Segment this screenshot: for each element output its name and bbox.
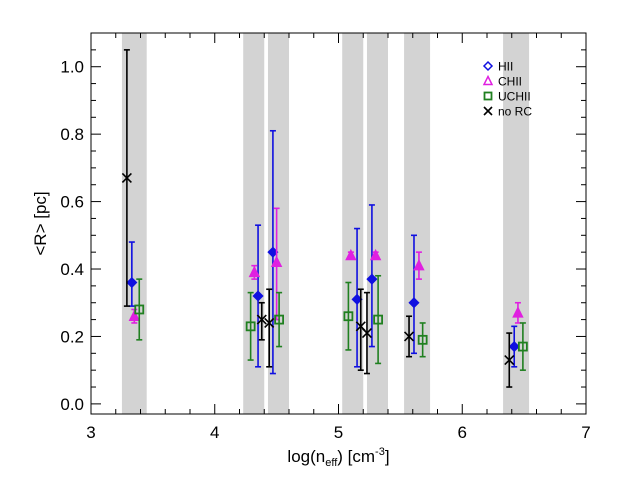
- shaded-bin-1: [121, 33, 147, 414]
- x-axis-ticks: 3 4 5 6 7: [86, 33, 591, 442]
- data-point-hii: [252, 290, 264, 302]
- y-tick-label: 0.6: [60, 193, 84, 212]
- shaded-bin-3: [267, 33, 289, 414]
- data-point-chii: [128, 309, 141, 321]
- x-tick-label: 7: [581, 423, 590, 442]
- data-point-uchii: [373, 314, 384, 325]
- shaded-bins: [121, 33, 530, 414]
- data-point-uchii: [134, 304, 145, 315]
- data-point-no-rc: [264, 317, 275, 329]
- shaded-bin-4: [342, 33, 364, 414]
- legend-marker-uchii: [483, 91, 493, 101]
- series-chii: [128, 207, 524, 324]
- data-point-hii: [366, 273, 378, 285]
- y-tick-label: 0.0: [60, 395, 84, 414]
- data-point-uchii: [517, 341, 528, 352]
- x-marker-stroke: [403, 331, 415, 342]
- y-axis-ticks: 0.0 0.2 0.4 0.6 0.8 1.0: [60, 32, 586, 414]
- data-point-no-rc: [256, 314, 267, 325]
- x-marker-stroke: [504, 354, 515, 366]
- legend-marker-hii: [482, 60, 494, 72]
- legend-label-no-rc: no RC: [498, 105, 532, 119]
- x-tick-label: 5: [334, 423, 343, 442]
- x-tick-label: 3: [86, 423, 95, 442]
- x-marker-stroke: [256, 314, 267, 325]
- y-tick-label: 0.8: [60, 125, 84, 144]
- y-tick-label: 0.4: [60, 260, 84, 279]
- x-marker-stroke: [121, 172, 132, 184]
- data-point-uchii: [274, 314, 285, 325]
- x-marker-stroke: [264, 317, 275, 329]
- x-marker-stroke: [361, 328, 373, 339]
- legend-label-chii: CHII: [498, 75, 522, 89]
- legend-marker-no-rc: [483, 106, 493, 116]
- data-point-uchii: [417, 334, 428, 345]
- data-point-chii: [345, 248, 357, 261]
- data-point-hii: [126, 276, 138, 289]
- y-tick-label: 0.2: [60, 327, 84, 346]
- series-uchii: [134, 274, 528, 371]
- legend-label-uchii: UCHII: [498, 90, 531, 104]
- data-point-chii: [413, 258, 425, 271]
- data-point-no-rc: [361, 328, 373, 339]
- legend-marker-chii: [482, 74, 494, 86]
- shaded-bin-2: [243, 33, 265, 414]
- legend-label-hii: HII: [498, 60, 513, 74]
- series-hii: [126, 129, 520, 375]
- x-marker-stroke: [483, 106, 493, 116]
- data-point-no-rc: [121, 172, 132, 184]
- y-tick-label: 1.0: [60, 58, 84, 77]
- data-point-chii: [369, 248, 382, 261]
- y-axis-label: <R> [pc]: [31, 191, 50, 255]
- data-series: [121, 49, 528, 388]
- x-axis-label: log(neff) [cm-3]: [287, 446, 389, 469]
- series-no-rc: [121, 49, 515, 388]
- data-point-chii: [270, 255, 283, 268]
- x-marker-stroke: [355, 321, 366, 332]
- data-point-uchii: [343, 311, 354, 322]
- data-point-chii: [512, 306, 524, 318]
- data-point-uchii: [245, 321, 256, 332]
- data-point-hii: [408, 297, 420, 309]
- data-point-no-rc: [403, 331, 415, 342]
- x-tick-label: 6: [458, 423, 467, 442]
- data-point-no-rc: [504, 354, 515, 366]
- x-tick-label: 4: [210, 423, 219, 442]
- data-point-hii: [508, 341, 520, 353]
- data-point-chii: [248, 265, 261, 278]
